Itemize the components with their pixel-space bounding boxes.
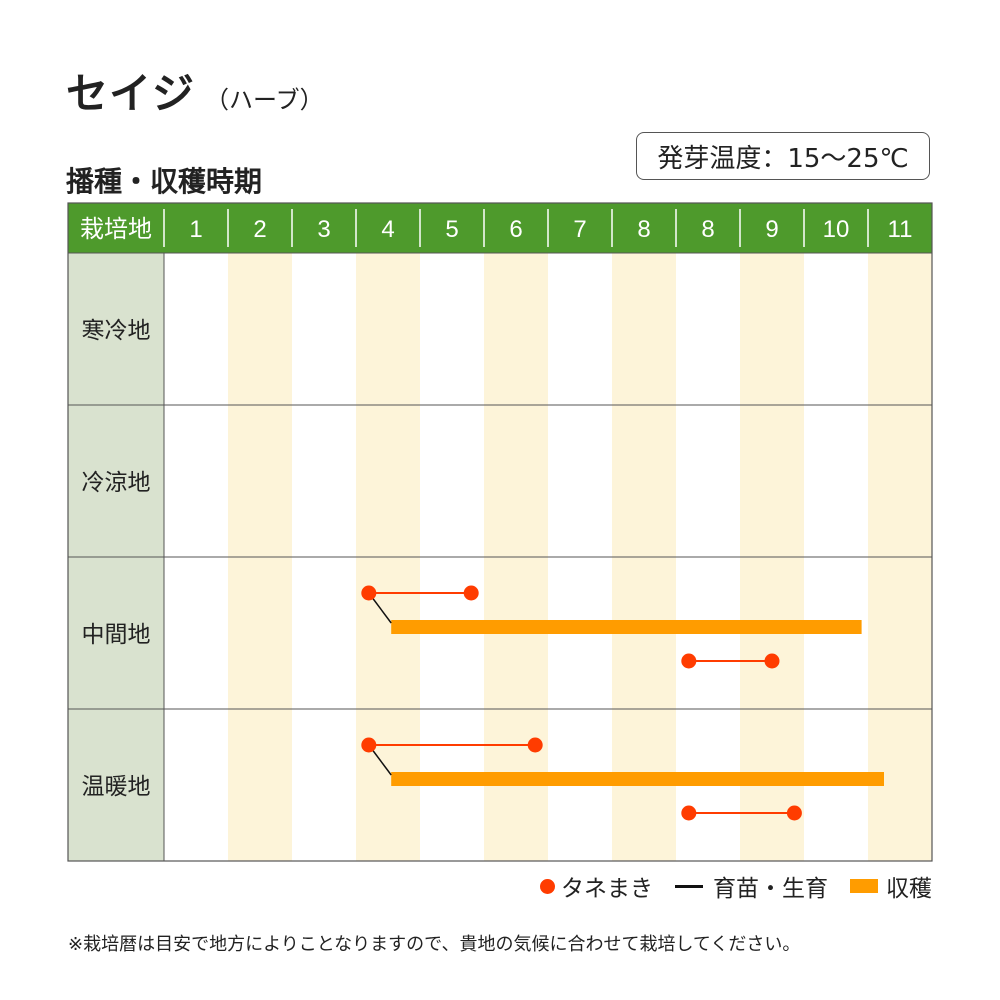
crop-category: （ハーブ） [205, 86, 324, 114]
growth-line-icon [675, 884, 703, 888]
legend-harvest-label: 収穫 [886, 876, 932, 902]
month-label: 9 [765, 216, 778, 243]
legend-harvest: 収穫 [850, 869, 932, 903]
month-label: 3 [317, 216, 330, 243]
harvest-bar [391, 620, 862, 634]
section-title: 播種・収穫時期 [66, 165, 263, 198]
month-label: 2 [253, 216, 266, 243]
sowing-dot [764, 653, 780, 669]
region-label: 中間地 [82, 622, 151, 648]
sowing-dot [463, 585, 479, 601]
region-label: 寒冷地 [82, 318, 151, 344]
month-label: 7 [573, 216, 586, 243]
month-label: 12 [951, 216, 978, 243]
legend-sowing-label: タネまき [561, 876, 653, 902]
page-title: セイジ （ハーブ） [66, 60, 324, 121]
sowing-dot [361, 737, 377, 753]
month-label: 11 [888, 216, 913, 243]
region-label: 冷涼地 [82, 470, 151, 496]
footnote: ※栽培暦は目安で地方によりことなりますので、貴地の気候に合わせて栽培してください… [68, 934, 801, 955]
month-label: 5 [445, 216, 458, 243]
month-label: 10 [823, 216, 850, 243]
legend-sowing: タネまき [540, 869, 653, 903]
table-border [67, 202, 933, 862]
harvest-bar-icon [850, 879, 878, 893]
region-label: 温暖地 [82, 774, 151, 800]
sowing-dot [681, 805, 697, 821]
legend-growth: 育苗・生育 [675, 869, 828, 903]
sowing-dot [527, 737, 543, 753]
month-label: 8 [701, 216, 714, 243]
legend: タネまき 育苗・生育 収穫 [518, 869, 932, 903]
sowing-dot [361, 585, 377, 601]
header-row-bg [68, 203, 932, 253]
sowing-dot [786, 805, 802, 821]
month-label: 1 [189, 216, 202, 243]
legend-growth-label: 育苗・生育 [713, 876, 828, 902]
harvest-bar [391, 772, 884, 786]
crop-name: セイジ [66, 69, 196, 118]
month-label: 8 [637, 216, 650, 243]
germination-temperature-badge: 発芽温度：15～25℃ [636, 132, 930, 180]
month-label: 6 [509, 216, 522, 243]
header-label: 栽培地 [80, 215, 152, 243]
month-label: 4 [381, 216, 394, 243]
sowing-dot-icon [540, 878, 555, 894]
sowing-dot [681, 653, 697, 669]
